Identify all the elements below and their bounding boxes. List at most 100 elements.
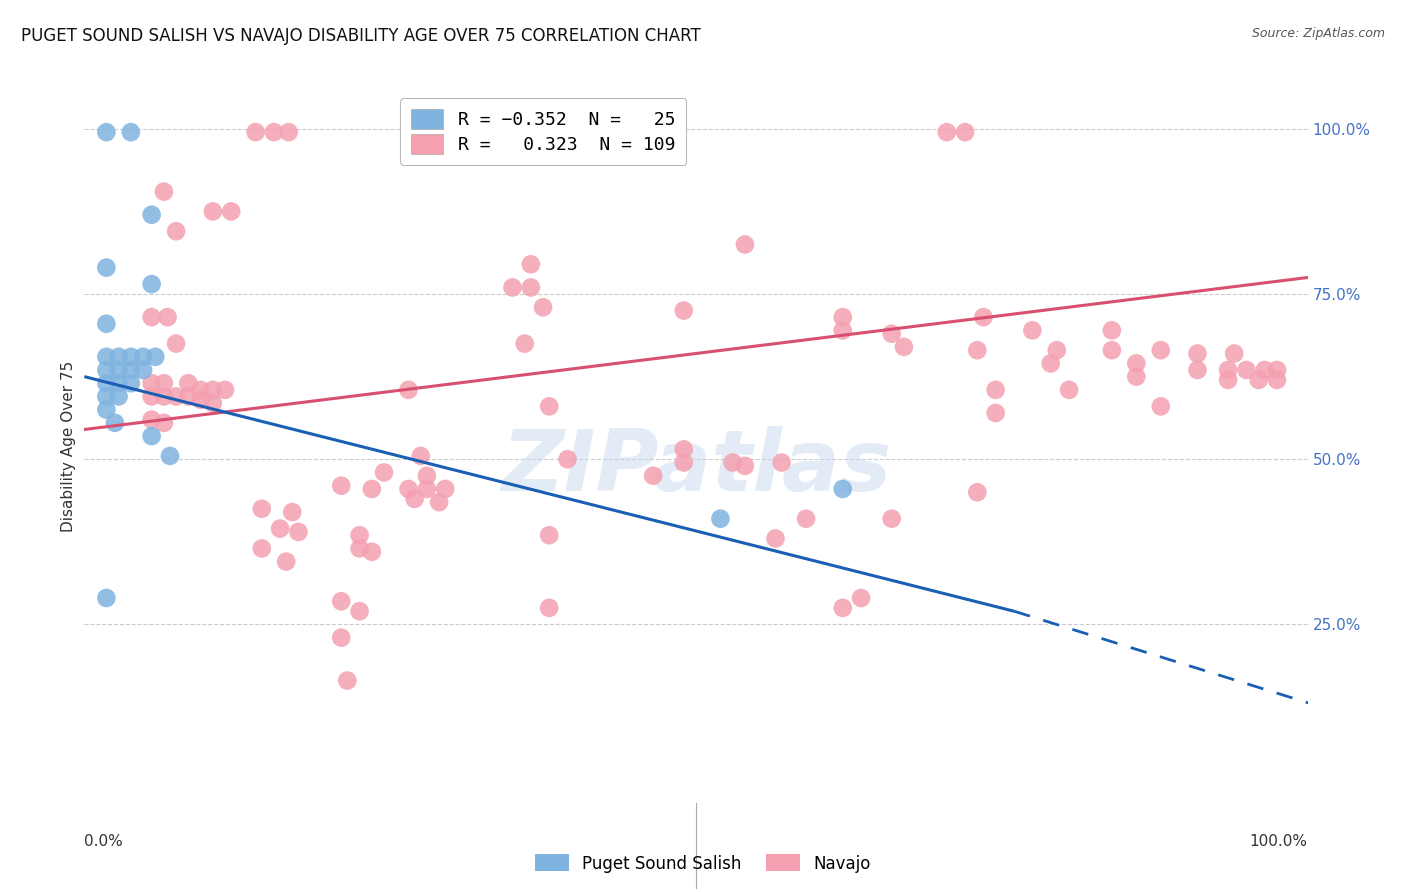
Point bbox=[120, 125, 142, 139]
Point bbox=[373, 466, 395, 480]
Point bbox=[349, 528, 371, 542]
Point bbox=[1254, 363, 1277, 377]
Point bbox=[1187, 346, 1209, 360]
Point bbox=[831, 600, 853, 615]
Point bbox=[672, 442, 695, 457]
Point bbox=[538, 400, 561, 414]
Point bbox=[107, 350, 129, 364]
Point bbox=[277, 125, 299, 139]
Point bbox=[153, 416, 176, 430]
Point bbox=[153, 376, 176, 391]
Point bbox=[156, 310, 179, 325]
Point bbox=[336, 673, 359, 688]
Point bbox=[263, 125, 285, 139]
Point bbox=[96, 125, 118, 139]
Point bbox=[1216, 363, 1239, 377]
Point bbox=[141, 310, 163, 325]
Point bbox=[984, 406, 1007, 420]
Point bbox=[349, 541, 371, 556]
Point bbox=[770, 456, 793, 470]
Point bbox=[96, 363, 118, 377]
Text: Source: ZipAtlas.com: Source: ZipAtlas.com bbox=[1251, 27, 1385, 40]
Point bbox=[165, 224, 187, 238]
Point bbox=[165, 389, 187, 403]
Point bbox=[849, 591, 872, 605]
Point bbox=[513, 336, 536, 351]
Text: 0.0%: 0.0% bbox=[84, 834, 124, 849]
Point bbox=[831, 323, 853, 337]
Point bbox=[1125, 356, 1147, 370]
Point bbox=[245, 125, 267, 139]
Point bbox=[416, 468, 439, 483]
Point bbox=[177, 376, 200, 391]
Point bbox=[422, 125, 444, 139]
Point bbox=[141, 208, 163, 222]
Point bbox=[893, 340, 915, 354]
Point bbox=[972, 310, 994, 325]
Point bbox=[416, 482, 439, 496]
Point bbox=[281, 505, 304, 519]
Point bbox=[709, 511, 731, 525]
Point bbox=[190, 392, 212, 407]
Point bbox=[1150, 343, 1173, 358]
Point bbox=[141, 277, 163, 292]
Point bbox=[1046, 343, 1069, 358]
Point bbox=[1265, 363, 1288, 377]
Point bbox=[398, 383, 420, 397]
Point bbox=[201, 383, 224, 397]
Point bbox=[398, 482, 420, 496]
Point bbox=[214, 383, 236, 397]
Point bbox=[96, 591, 118, 605]
Point bbox=[434, 482, 457, 496]
Point bbox=[177, 389, 200, 403]
Point bbox=[250, 541, 273, 556]
Legend: Puget Sound Salish, Navajo: Puget Sound Salish, Navajo bbox=[529, 847, 877, 880]
Point bbox=[201, 204, 224, 219]
Point bbox=[538, 528, 561, 542]
Point bbox=[935, 125, 957, 139]
Point bbox=[96, 402, 118, 417]
Point bbox=[734, 458, 756, 473]
Point bbox=[1101, 323, 1123, 337]
Point bbox=[330, 594, 353, 608]
Point bbox=[96, 376, 118, 391]
Point bbox=[538, 600, 561, 615]
Point bbox=[721, 456, 744, 470]
Point bbox=[1216, 373, 1239, 387]
Point bbox=[1265, 373, 1288, 387]
Point bbox=[141, 412, 163, 426]
Point bbox=[165, 336, 187, 351]
Point bbox=[96, 389, 118, 403]
Point bbox=[330, 478, 353, 492]
Point bbox=[672, 456, 695, 470]
Point bbox=[120, 350, 142, 364]
Point bbox=[672, 303, 695, 318]
Text: PUGET SOUND SALISH VS NAVAJO DISABILITY AGE OVER 75 CORRELATION CHART: PUGET SOUND SALISH VS NAVAJO DISABILITY … bbox=[21, 27, 700, 45]
Point bbox=[1021, 323, 1043, 337]
Point bbox=[153, 389, 176, 403]
Point bbox=[269, 522, 291, 536]
Point bbox=[96, 317, 118, 331]
Point bbox=[287, 524, 309, 539]
Point bbox=[1187, 363, 1209, 377]
Point bbox=[1236, 363, 1258, 377]
Point bbox=[107, 376, 129, 391]
Point bbox=[953, 125, 976, 139]
Point bbox=[1057, 383, 1080, 397]
Point bbox=[132, 363, 155, 377]
Point bbox=[794, 511, 817, 525]
Point bbox=[984, 383, 1007, 397]
Point bbox=[643, 468, 665, 483]
Point bbox=[404, 125, 426, 139]
Point bbox=[880, 326, 903, 341]
Point bbox=[132, 350, 155, 364]
Point bbox=[409, 449, 432, 463]
Point bbox=[1223, 346, 1246, 360]
Point bbox=[141, 376, 163, 391]
Point bbox=[107, 363, 129, 377]
Point bbox=[880, 511, 903, 525]
Point bbox=[141, 389, 163, 403]
Point bbox=[153, 185, 176, 199]
Text: 100.0%: 100.0% bbox=[1250, 834, 1308, 849]
Point bbox=[966, 343, 988, 358]
